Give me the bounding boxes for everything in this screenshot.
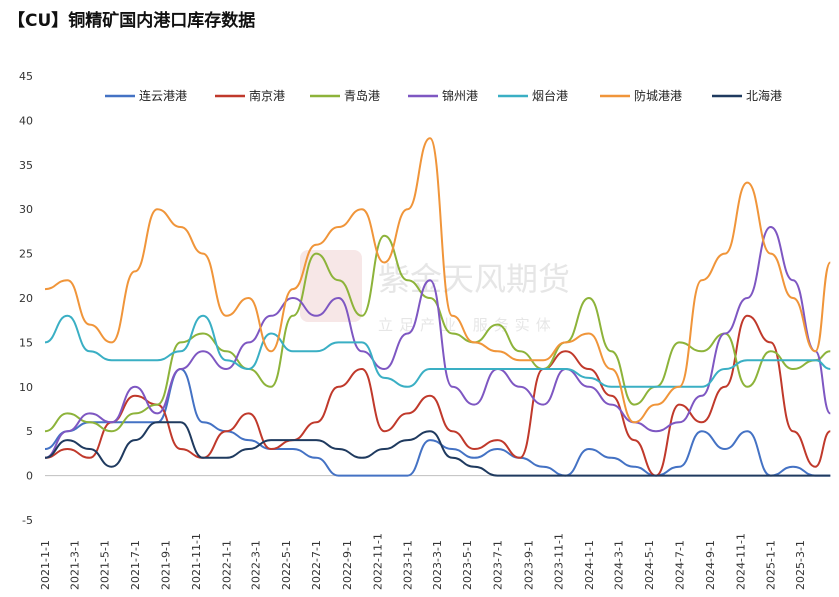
y-tick-label-2: 5 bbox=[26, 425, 33, 438]
x-tick-label-0: 2021-1-1 bbox=[39, 540, 52, 590]
legend-label-1: 南京港 bbox=[249, 88, 285, 103]
legend-label-4: 烟台港 bbox=[532, 88, 568, 103]
y-tick-label-5: 20 bbox=[19, 292, 33, 305]
y-tick-label-8: 35 bbox=[19, 159, 33, 172]
series-line-4 bbox=[44, 314, 831, 388]
x-tick-label-19: 2024-3-1 bbox=[613, 540, 626, 590]
x-tick-label-23: 2024-11-1 bbox=[734, 533, 747, 590]
x-tick-label-7: 2022-3-1 bbox=[250, 540, 263, 590]
y-tick-label-7: 30 bbox=[19, 203, 33, 216]
x-tick-label-12: 2023-1-1 bbox=[402, 540, 415, 590]
chart-title: 【CU】铜精矿国内港口库存数据 bbox=[8, 11, 256, 31]
watermark-text: 紫金天风期货 bbox=[378, 260, 570, 298]
y-tick-label-1: 0 bbox=[26, 470, 33, 483]
x-tick-label-15: 2023-7-1 bbox=[492, 540, 505, 590]
x-tick-label-11: 2022-11-1 bbox=[371, 533, 384, 590]
x-tick-label-10: 2022-9-1 bbox=[341, 540, 354, 590]
x-tick-label-16: 2023-9-1 bbox=[522, 540, 535, 590]
y-tick-label-9: 40 bbox=[19, 114, 33, 127]
series-line-1 bbox=[44, 314, 831, 477]
x-tick-label-8: 2022-5-1 bbox=[280, 540, 293, 590]
legend-label-3: 锦州港 bbox=[442, 89, 478, 103]
legend-label-5: 防城港港 bbox=[634, 88, 682, 103]
x-tick-label-18: 2024-1-1 bbox=[583, 540, 596, 590]
series-line-6 bbox=[44, 421, 831, 477]
x-tick-label-4: 2021-9-1 bbox=[160, 540, 173, 590]
y-tick-label-6: 25 bbox=[19, 248, 33, 261]
x-tick-label-13: 2023-3-1 bbox=[431, 540, 444, 590]
legend-label-6: 北海港 bbox=[746, 88, 782, 103]
watermark-subtext: 立足产业 服务实体 bbox=[378, 316, 557, 334]
x-tick-label-14: 2023-5-1 bbox=[461, 540, 474, 590]
x-tick-label-6: 2022-1-1 bbox=[220, 540, 233, 590]
x-tick-label-3: 2021-7-1 bbox=[129, 540, 142, 590]
x-tick-label-20: 2024-5-1 bbox=[643, 540, 656, 590]
y-tick-label-0: -5 bbox=[22, 514, 33, 527]
x-tick-label-24: 2025-1-1 bbox=[765, 540, 778, 590]
y-tick-label-3: 10 bbox=[19, 381, 33, 394]
y-tick-label-10: 45 bbox=[19, 70, 33, 83]
x-tick-label-25: 2025-3-1 bbox=[794, 540, 807, 590]
y-tick-label-4: 15 bbox=[19, 336, 33, 349]
x-tick-label-21: 2024-7-1 bbox=[673, 540, 686, 590]
legend-label-2: 青岛港 bbox=[344, 88, 380, 103]
series-line-2 bbox=[44, 234, 831, 433]
series-line-5 bbox=[44, 137, 832, 424]
x-tick-label-5: 2021-11-1 bbox=[190, 533, 203, 590]
watermark-logo bbox=[300, 250, 362, 322]
x-tick-label-2: 2021-5-1 bbox=[99, 540, 112, 590]
x-tick-label-17: 2023-11-1 bbox=[553, 533, 566, 590]
x-tick-label-1: 2021-3-1 bbox=[68, 540, 81, 590]
x-tick-label-9: 2022-7-1 bbox=[310, 540, 323, 590]
series-line-3 bbox=[44, 226, 832, 459]
legend-label-0: 连云港港 bbox=[139, 88, 187, 103]
x-tick-label-22: 2024-9-1 bbox=[704, 540, 717, 590]
